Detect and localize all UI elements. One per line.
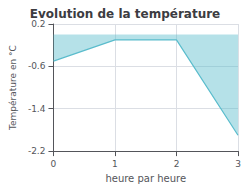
svg-text:Température en °C: Température en °C [8,45,18,131]
svg-text:-1.4: -1.4 [28,104,46,114]
svg-text:heure par heure: heure par heure [105,173,186,184]
svg-text:Evolution de la température: Evolution de la température [30,7,221,21]
svg-text:0: 0 [51,159,57,169]
svg-text:-0.6: -0.6 [28,61,46,71]
svg-text:-2.2: -2.2 [28,146,46,156]
svg-text:3: 3 [235,159,241,169]
svg-text:0.2: 0.2 [31,19,46,29]
svg-text:2: 2 [174,159,180,169]
svg-text:1: 1 [112,159,118,169]
